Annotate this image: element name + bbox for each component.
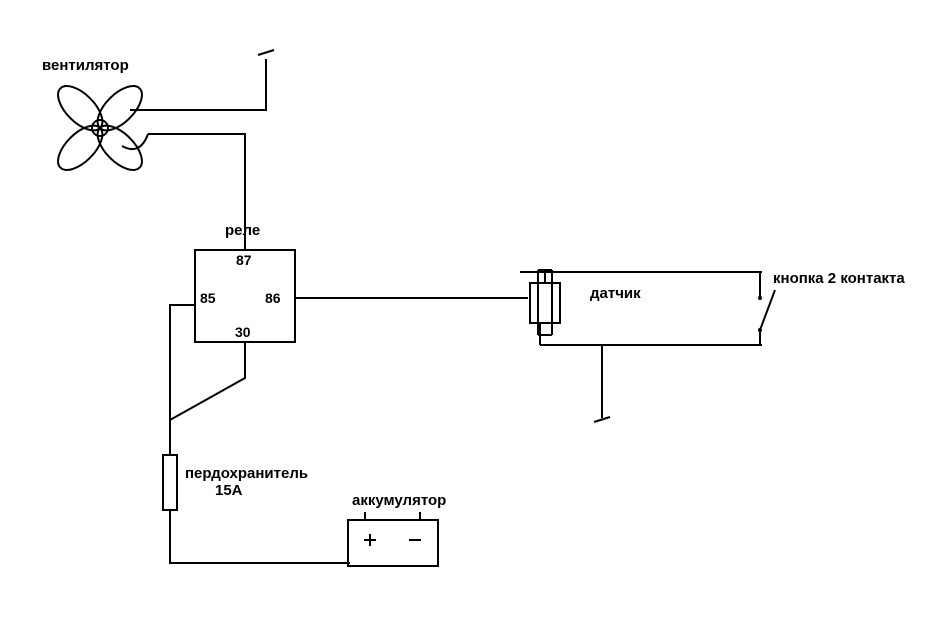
relay-pin-86: 86	[265, 290, 281, 306]
sensor-label: датчик	[590, 285, 641, 302]
circuit-diagram: 87 85 86 30 вентилятор реле датчик кнопк…	[0, 0, 945, 623]
fan-symbol	[51, 79, 150, 178]
fuse-symbol	[163, 455, 177, 510]
fuse-label-1: пердохранитель	[185, 465, 308, 482]
relay-label: реле	[225, 222, 260, 239]
battery-label: аккумулятор	[352, 492, 446, 509]
relay-pin-87: 87	[236, 252, 252, 268]
button-label: кнопка 2 контакта	[773, 270, 905, 287]
relay-pin-85: 85	[200, 290, 216, 306]
fan-label: вентилятор	[42, 57, 129, 74]
fuse-label-2: 15А	[215, 482, 243, 499]
relay-symbol: 87 85 86 30	[195, 250, 295, 342]
relay-pin-30: 30	[235, 324, 251, 340]
battery-symbol	[348, 512, 438, 566]
